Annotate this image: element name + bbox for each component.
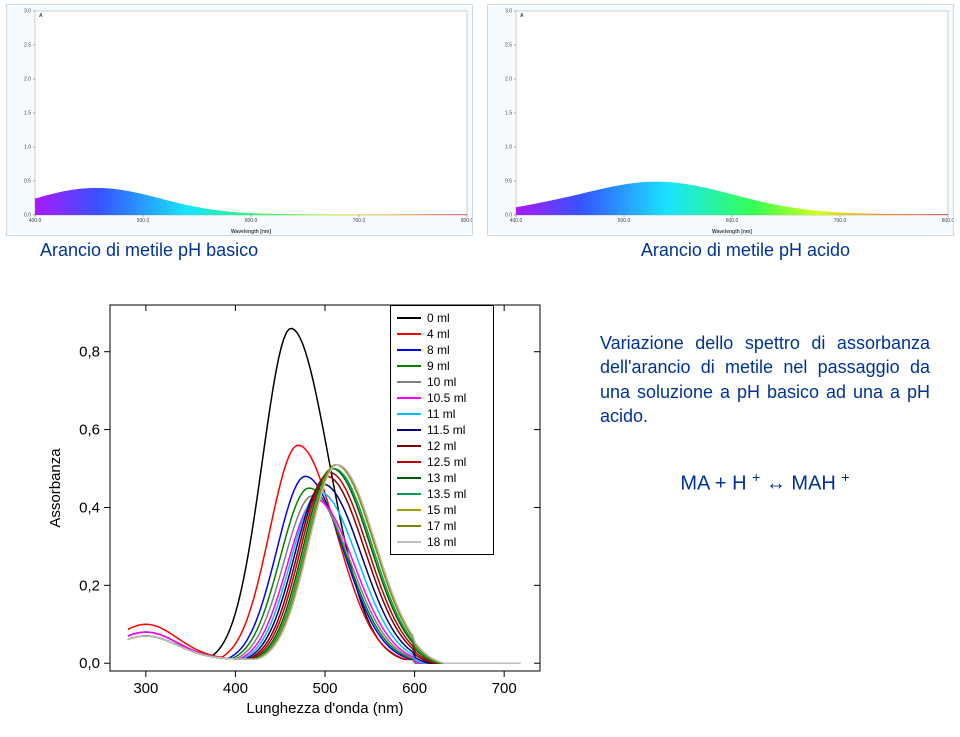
svg-text:1.5: 1.5: [24, 111, 31, 117]
legend-swatch: [397, 525, 421, 527]
legend-swatch: [397, 333, 421, 335]
svg-text:400.0: 400.0: [29, 218, 42, 224]
svg-text:0,8: 0,8: [79, 344, 100, 361]
svg-text:0,0: 0,0: [79, 655, 100, 672]
eq-left: MA + H: [680, 473, 746, 495]
svg-text:2.0: 2.0: [505, 77, 512, 83]
svg-text:700.0: 700.0: [353, 218, 366, 224]
legend-label: 11.5 ml: [427, 423, 465, 437]
legend-label: 9 ml: [427, 359, 450, 373]
svg-text:1.5: 1.5: [505, 111, 512, 117]
svg-text:800.0: 800.0: [461, 218, 472, 224]
svg-text:600.0: 600.0: [245, 218, 258, 224]
svg-text:A: A: [39, 13, 43, 19]
legend-swatch: [397, 445, 421, 447]
svg-text:Lunghezza d'onda (nm): Lunghezza d'onda (nm): [246, 700, 403, 717]
legend-label: 10.5 ml: [427, 391, 466, 405]
svg-text:600.0: 600.0: [726, 218, 739, 224]
description-panel: Variazione dello spettro di assorbanza d…: [600, 331, 930, 498]
top-spectrum-row: 0.00.51.01.52.02.53.0400.0500.0600.0700.…: [0, 0, 960, 236]
legend-swatch: [397, 461, 421, 463]
legend-label: 13.5 ml: [427, 487, 466, 501]
svg-text:Wavelength [nm]: Wavelength [nm]: [712, 229, 752, 235]
svg-text:1.0: 1.0: [505, 145, 512, 151]
svg-text:1.0: 1.0: [24, 145, 31, 151]
legend-swatch: [397, 493, 421, 495]
svg-text:600: 600: [402, 680, 427, 697]
eq-sup-2: +: [841, 469, 849, 485]
svg-text:0.5: 0.5: [24, 179, 31, 185]
svg-text:2.5: 2.5: [24, 43, 31, 49]
eq-right: MAH: [791, 473, 835, 495]
legend-row: 18 ml: [397, 534, 487, 550]
legend-label: 15 ml: [427, 503, 456, 517]
svg-text:0.5: 0.5: [505, 179, 512, 185]
svg-text:400.0: 400.0: [510, 218, 523, 224]
legend-swatch: [397, 317, 421, 319]
legend-row: 11.5 ml: [397, 422, 487, 438]
legend-label: 4 ml: [427, 327, 450, 341]
legend-row: 13.5 ml: [397, 486, 487, 502]
caption-acido: Arancio di metile pH acido: [641, 240, 850, 261]
svg-text:800.0: 800.0: [942, 218, 953, 224]
legend-row: 10.5 ml: [397, 390, 487, 406]
svg-text:0,2: 0,2: [79, 577, 100, 594]
svg-text:400: 400: [223, 680, 248, 697]
legend-swatch: [397, 413, 421, 415]
svg-text:500: 500: [312, 680, 337, 697]
legend-row: 17 ml: [397, 518, 487, 534]
legend-label: 18 ml: [427, 535, 456, 549]
legend-label: 11 ml: [427, 407, 455, 421]
spectrum-panel-basico: 0.00.51.01.52.02.53.0400.0500.0600.0700.…: [6, 4, 473, 236]
legend-swatch: [397, 349, 421, 351]
svg-text:Wavelength [nm]: Wavelength [nm]: [231, 229, 271, 235]
legend-label: 12 ml: [427, 439, 456, 453]
eq-arrow: ↔: [766, 473, 786, 495]
svg-text:Assorbanza: Assorbanza: [47, 448, 64, 528]
svg-text:2.0: 2.0: [24, 77, 31, 83]
svg-text:700.0: 700.0: [834, 218, 847, 224]
legend-row: 12 ml: [397, 438, 487, 454]
legend-row: 10 ml: [397, 374, 487, 390]
equilibrium-equation: MA + H + ↔ MAH +: [600, 468, 930, 498]
legend-label: 10 ml: [427, 375, 456, 389]
legend-row: 8 ml: [397, 342, 487, 358]
svg-text:3.0: 3.0: [24, 9, 31, 15]
legend-row: 13 ml: [397, 470, 487, 486]
legend-label: 17 ml: [427, 519, 456, 533]
svg-text:3.0: 3.0: [505, 9, 512, 15]
legend-row: 11 ml: [397, 406, 487, 422]
legend-label: 13 ml: [427, 471, 456, 485]
legend-row: 0 ml: [397, 310, 487, 326]
svg-text:0,6: 0,6: [79, 422, 100, 439]
legend-row: 15 ml: [397, 502, 487, 518]
eq-sup-1: +: [752, 469, 760, 485]
legend-label: 8 ml: [427, 343, 450, 357]
caption-row: Arancio di metile pH basico Arancio di m…: [0, 236, 960, 261]
legend-swatch: [397, 397, 421, 399]
svg-text:500.0: 500.0: [137, 218, 150, 224]
legend-row: 12.5 ml: [397, 454, 487, 470]
svg-text:300: 300: [133, 680, 158, 697]
spectrum-panel-acido: 0.00.51.01.52.02.53.0400.0500.0600.0700.…: [487, 4, 954, 236]
legend-swatch: [397, 381, 421, 383]
caption-basico: Arancio di metile pH basico: [40, 240, 258, 261]
svg-text:0,4: 0,4: [79, 499, 100, 516]
legend-swatch: [397, 477, 421, 479]
svg-text:700: 700: [492, 680, 517, 697]
legend-label: 0 ml: [427, 311, 450, 325]
legend-swatch: [397, 429, 421, 431]
legend-swatch: [397, 541, 421, 543]
bottom-area: 300 400 500 600 700 0,0 0,2 0,4 0,6 0,8 Lunghezza …: [0, 291, 960, 731]
svg-text:A: A: [520, 13, 524, 19]
legend-label: 12.5 ml: [427, 455, 466, 469]
svg-text:2.5: 2.5: [505, 43, 512, 49]
description-paragraph: Variazione dello spettro di assorbanza d…: [600, 331, 930, 428]
legend-row: 9 ml: [397, 358, 487, 374]
legend-row: 4 ml: [397, 326, 487, 342]
legend-swatch: [397, 365, 421, 367]
svg-text:500.0: 500.0: [618, 218, 631, 224]
chart-legend: 0 ml 4 ml 8 ml 9 ml 10 ml 10.5 ml 11 ml 11.5 ml…: [390, 305, 494, 555]
legend-swatch: [397, 509, 421, 511]
